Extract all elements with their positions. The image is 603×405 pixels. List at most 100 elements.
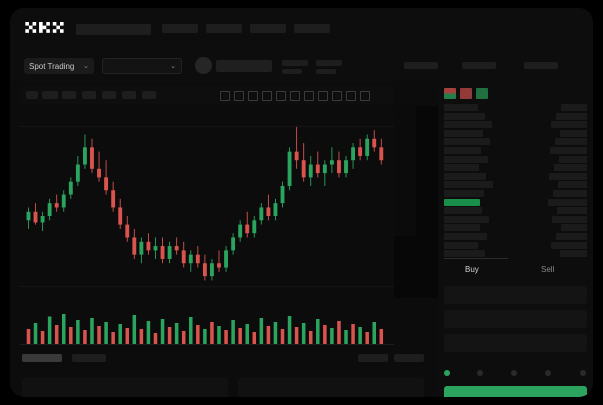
bottom-right-tab-1[interactable] bbox=[358, 354, 388, 362]
order-book-row[interactable] bbox=[444, 190, 484, 197]
order-book-row[interactable] bbox=[444, 250, 485, 258]
bottom-right-tab-2[interactable] bbox=[394, 354, 424, 362]
tab-buy[interactable]: Buy bbox=[465, 265, 479, 274]
order-book-row[interactable] bbox=[444, 112, 485, 120]
amount-field[interactable] bbox=[444, 310, 587, 328]
order-book-row[interactable] bbox=[444, 198, 480, 206]
trading-mode-label: Spot Trading bbox=[29, 61, 75, 71]
brush-tool-icon[interactable] bbox=[290, 91, 300, 101]
search-input[interactable] bbox=[76, 24, 151, 35]
magnet-tool-icon[interactable] bbox=[318, 91, 328, 101]
bids-only-view-icon[interactable] bbox=[476, 88, 488, 99]
order-book-row-value bbox=[559, 155, 587, 163]
price-field[interactable] bbox=[444, 286, 587, 304]
timeframe-1h[interactable] bbox=[62, 91, 76, 99]
order-book-row[interactable] bbox=[444, 233, 487, 240]
order-book-row[interactable] bbox=[444, 215, 489, 223]
order-history-tab[interactable] bbox=[72, 354, 106, 362]
price-chart[interactable] bbox=[20, 106, 394, 296]
card-left[interactable] bbox=[22, 378, 228, 397]
both-depth-view-icon[interactable] bbox=[444, 88, 456, 99]
okx-logo[interactable] bbox=[25, 22, 69, 35]
open-orders-tab[interactable] bbox=[22, 354, 62, 362]
timeframe-4h[interactable] bbox=[82, 91, 96, 99]
order-book-row[interactable] bbox=[444, 241, 478, 249]
order-book-row[interactable] bbox=[444, 129, 483, 137]
order-book-row-value bbox=[555, 138, 587, 146]
wave-tool-icon[interactable] bbox=[276, 91, 286, 101]
order-book-row-value bbox=[554, 164, 587, 172]
buy-sell-tabs bbox=[438, 260, 593, 280]
stat-change-label bbox=[282, 69, 302, 74]
order-book-row[interactable] bbox=[444, 147, 481, 154]
sidebar-item-nav-3[interactable] bbox=[250, 24, 286, 33]
order-book-row[interactable] bbox=[444, 138, 490, 146]
last-price bbox=[216, 60, 272, 72]
delete-tool-icon[interactable] bbox=[360, 91, 370, 101]
trendline-tool-icon[interactable] bbox=[248, 91, 258, 101]
stat-low bbox=[462, 62, 496, 69]
order-book-row[interactable] bbox=[444, 207, 482, 215]
slider-dot-0[interactable] bbox=[444, 370, 450, 376]
order-book-row-value bbox=[550, 147, 587, 154]
order-book-row-value bbox=[552, 215, 587, 223]
order-book-row[interactable] bbox=[444, 155, 488, 163]
sidebar-item-nav-1[interactable] bbox=[162, 24, 198, 33]
total-field[interactable] bbox=[444, 334, 587, 352]
order-book-row-value bbox=[556, 233, 587, 240]
submit-order-button[interactable] bbox=[444, 386, 587, 397]
crosshair-tool-icon[interactable] bbox=[234, 91, 244, 101]
ray-tool-icon[interactable] bbox=[262, 91, 272, 101]
timeframe-1m[interactable] bbox=[26, 91, 38, 99]
sidebar-item-nav-4[interactable] bbox=[294, 24, 330, 33]
slider-dot-1[interactable] bbox=[477, 370, 483, 376]
pair-selector[interactable]: ⌄ bbox=[102, 58, 182, 74]
order-book-row[interactable] bbox=[444, 181, 493, 189]
measure-tool-icon[interactable] bbox=[304, 91, 314, 101]
order-book-row[interactable] bbox=[444, 104, 478, 111]
app-screen: Spot Trading ⌄ ⌄ bbox=[10, 8, 593, 397]
stat-high bbox=[316, 60, 342, 66]
chevron-down-icon: ⌄ bbox=[83, 63, 89, 70]
order-book-row[interactable] bbox=[444, 172, 486, 180]
buy-tab-underline bbox=[444, 258, 508, 259]
slider-dot-4[interactable] bbox=[580, 370, 586, 376]
order-book-row-value bbox=[548, 198, 587, 206]
order-book-row-value bbox=[558, 181, 587, 189]
eye-tool-icon[interactable] bbox=[346, 91, 356, 101]
lock-tool-icon[interactable] bbox=[332, 91, 342, 101]
tab-sell[interactable]: Sell bbox=[541, 265, 555, 274]
asks-only-view-icon[interactable] bbox=[460, 88, 472, 99]
order-book-row-value bbox=[560, 250, 587, 258]
order-book-row[interactable] bbox=[444, 164, 479, 172]
trading-mode-selector[interactable]: Spot Trading ⌄ bbox=[24, 58, 94, 74]
gridline bbox=[20, 286, 394, 287]
sidebar-item-nav-2[interactable] bbox=[206, 24, 242, 33]
volume-chart bbox=[20, 308, 394, 348]
order-book-view-tabs bbox=[444, 88, 488, 99]
volume-baseline bbox=[20, 344, 394, 345]
order-book-row[interactable] bbox=[444, 121, 492, 129]
render-artifact-secondary bbox=[394, 106, 416, 236]
order-book-row-value bbox=[549, 172, 587, 180]
slider-dot-2[interactable] bbox=[511, 370, 517, 376]
cursor-tool-icon[interactable] bbox=[220, 91, 230, 101]
order-book-row-value bbox=[561, 224, 587, 232]
timeframe-15m[interactable] bbox=[42, 91, 58, 99]
slider-dot-3[interactable] bbox=[545, 370, 551, 376]
order-book-row-value bbox=[556, 112, 587, 120]
coin-icon bbox=[195, 57, 212, 74]
stat-volume bbox=[404, 62, 438, 69]
timeframe-1w[interactable] bbox=[122, 91, 136, 99]
timeframe-1d[interactable] bbox=[102, 91, 116, 99]
order-book-row-value bbox=[560, 129, 587, 137]
stat-high-label bbox=[316, 69, 336, 74]
candlestick-series bbox=[26, 125, 384, 281]
gridline bbox=[20, 126, 394, 127]
order-book-row[interactable] bbox=[444, 224, 480, 232]
indicators-button[interactable] bbox=[142, 91, 156, 99]
order-book-row-value bbox=[561, 104, 587, 111]
card-right[interactable] bbox=[238, 378, 424, 397]
stat-change bbox=[282, 60, 308, 66]
amount-slider[interactable] bbox=[444, 370, 587, 378]
